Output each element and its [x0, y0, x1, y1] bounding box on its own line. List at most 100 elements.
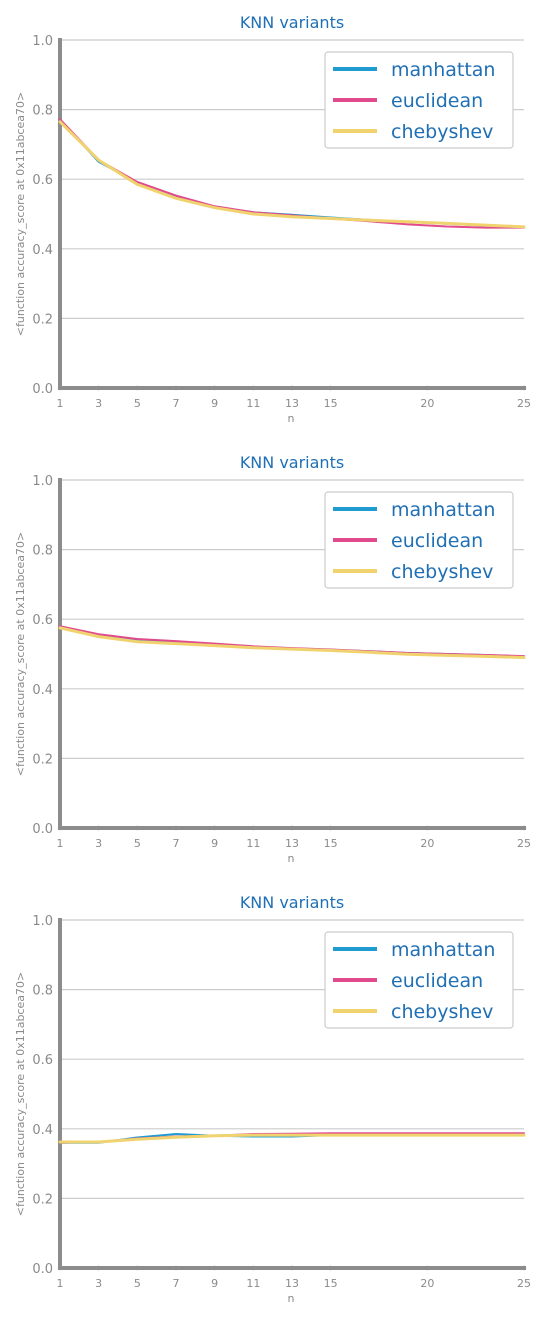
- y-tick-label: 0.8: [32, 104, 53, 119]
- x-tick-mark: [212, 825, 217, 831]
- x-tick-label: 9: [211, 1277, 218, 1290]
- x-tick-mark: [135, 385, 140, 391]
- x-tick-mark: [521, 385, 527, 391]
- x-tick-label: 9: [211, 397, 218, 410]
- x-axis-label: n: [288, 1292, 295, 1305]
- x-tick-mark: [289, 825, 295, 831]
- x-tick-mark: [425, 1265, 430, 1271]
- x-tick-mark: [425, 385, 430, 391]
- y-tick-label: 0.6: [32, 173, 53, 188]
- x-tick-label: 1: [57, 837, 64, 850]
- x-tick-mark: [173, 825, 179, 831]
- x-tick-label: 13: [285, 397, 299, 410]
- y-tick-label: 0.2: [32, 312, 53, 327]
- legend-label-manhattan: manhattan: [391, 59, 495, 81]
- x-tick-label: 7: [173, 397, 180, 410]
- x-tick-label: 11: [246, 1277, 260, 1290]
- legend-label-euclidean: euclidean: [391, 530, 483, 552]
- x-tick-mark: [96, 1265, 101, 1271]
- x-tick-label: 11: [246, 397, 260, 410]
- legend-box: [324, 51, 514, 149]
- x-tick-mark: [289, 1265, 295, 1271]
- x-tick-mark: [425, 825, 430, 831]
- legend: manhattan euclidean chebyshev: [324, 931, 514, 1029]
- y-tick-label: 0.6: [32, 613, 53, 628]
- x-tick-mark: [328, 1265, 333, 1271]
- legend-label-chebyshev: chebyshev: [391, 561, 493, 583]
- x-tick-label: 7: [173, 837, 180, 850]
- x-tick-mark: [521, 825, 527, 831]
- legend-box: [324, 491, 514, 589]
- y-tick-label: 0.4: [32, 683, 53, 698]
- legend-label-manhattan: manhattan: [391, 499, 495, 521]
- x-tick-mark: [251, 825, 256, 831]
- y-tick-label: 1.0: [32, 474, 53, 489]
- x-tick-mark: [57, 385, 63, 391]
- y-tick-label: 0.4: [32, 1123, 53, 1138]
- chart-title: KNN variants: [240, 893, 344, 912]
- x-tick-mark: [96, 385, 101, 391]
- x-tick-label: 20: [420, 837, 434, 850]
- x-tick-label: 5: [134, 397, 141, 410]
- x-tick-label: 7: [173, 1277, 180, 1290]
- x-tick-label: 25: [517, 837, 531, 850]
- chart-title: KNN variants: [240, 453, 344, 472]
- x-tick-mark: [289, 385, 295, 391]
- y-tick-label: 0.2: [32, 752, 53, 767]
- x-tick-label: 9: [211, 837, 218, 850]
- x-tick-label: 15: [324, 397, 338, 410]
- x-tick-mark: [251, 1265, 256, 1271]
- x-axis-label: n: [288, 852, 295, 865]
- x-tick-label: 15: [324, 837, 338, 850]
- y-tick-label: 0.0: [32, 1262, 53, 1277]
- x-tick-mark: [96, 825, 101, 831]
- legend-label-chebyshev: chebyshev: [391, 1001, 493, 1023]
- x-tick-mark: [521, 1265, 527, 1271]
- y-tick-label: 0.4: [32, 243, 53, 258]
- x-tick-label: 25: [517, 1277, 531, 1290]
- legend-label-chebyshev: chebyshev: [391, 121, 493, 143]
- legend-label-manhattan: manhattan: [391, 939, 495, 961]
- x-tick-label: 20: [420, 1277, 434, 1290]
- x-tick-label: 25: [517, 397, 531, 410]
- y-tick-label: 0.8: [32, 544, 53, 559]
- x-tick-mark: [212, 385, 217, 391]
- x-tick-mark: [135, 1265, 140, 1271]
- y-tick-label: 0.2: [32, 1192, 53, 1207]
- x-tick-mark: [328, 825, 333, 831]
- x-tick-label: 13: [285, 837, 299, 850]
- legend-label-euclidean: euclidean: [391, 970, 483, 992]
- y-axis-label: <function accuracy_score at 0x11abcea70>: [14, 972, 27, 1216]
- y-tick-label: 0.6: [32, 1053, 53, 1068]
- legend: manhattan euclidean chebyshev: [324, 51, 514, 149]
- y-tick-label: 0.8: [32, 984, 53, 999]
- y-tick-label: 1.0: [32, 914, 53, 929]
- x-tick-mark: [135, 825, 140, 831]
- y-tick-label: 0.0: [32, 822, 53, 837]
- x-tick-label: 13: [285, 1277, 299, 1290]
- x-tick-mark: [57, 825, 63, 831]
- x-axis-label: n: [288, 412, 295, 425]
- x-tick-mark: [173, 385, 179, 391]
- series-line-chebyshev: [58, 1133, 526, 1144]
- x-tick-label: 1: [57, 1277, 64, 1290]
- x-tick-mark: [328, 385, 333, 391]
- series-line-chebyshev: [58, 626, 526, 659]
- legend-label-euclidean: euclidean: [391, 90, 483, 112]
- x-tick-label: 15: [324, 1277, 338, 1290]
- x-tick-label: 20: [420, 397, 434, 410]
- x-tick-label: 1: [57, 397, 64, 410]
- y-axis-label: <function accuracy_score at 0x11abcea70>: [14, 92, 27, 336]
- x-tick-label: 3: [95, 397, 102, 410]
- x-tick-mark: [173, 1265, 179, 1271]
- legend-box: [324, 931, 514, 1029]
- x-tick-label: 5: [134, 837, 141, 850]
- legend: manhattan euclidean chebyshev: [324, 491, 514, 589]
- x-tick-label: 3: [95, 837, 102, 850]
- chart-title: KNN variants: [240, 13, 344, 32]
- x-tick-mark: [251, 385, 256, 391]
